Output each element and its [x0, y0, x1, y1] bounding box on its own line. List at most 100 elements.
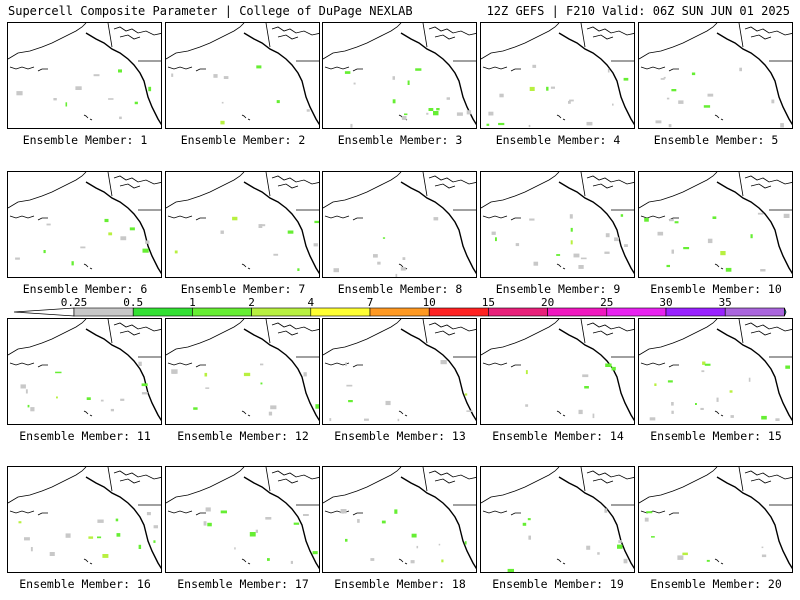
colorbar-segment	[547, 307, 608, 317]
scp-contour-fill	[407, 80, 410, 85]
scp-contour-fill	[46, 223, 51, 226]
ensemble-member-map	[638, 22, 793, 129]
coastline	[422, 23, 428, 48]
scp-contour-fill	[129, 227, 135, 231]
coastline	[37, 217, 48, 221]
scp-contour-fill	[18, 521, 22, 524]
coastline	[481, 467, 560, 504]
ensemble-member-map	[322, 171, 477, 278]
colorbar-tick-label: 25	[600, 296, 613, 309]
ensemble-member-label: Ensemble Member: 18	[334, 577, 466, 591]
scp-contour-fill	[287, 230, 294, 234]
map-svg	[481, 467, 634, 572]
scp-contour-fill	[757, 212, 764, 215]
coastline	[668, 68, 679, 72]
coastline	[9, 510, 35, 514]
coastline	[247, 267, 251, 270]
scp-contour-fill	[71, 261, 74, 266]
coastline	[107, 467, 113, 492]
coastline	[243, 32, 319, 126]
coastline	[324, 362, 350, 366]
scp-contour-fill	[193, 407, 198, 410]
colorbar-tick-label: 30	[659, 296, 672, 309]
scp-contour-fill	[750, 234, 753, 239]
scp-contour-fill	[243, 372, 251, 377]
scp-contour-fill	[440, 360, 447, 365]
scp-contour-fill	[623, 77, 629, 81]
coastline	[85, 476, 161, 570]
scp-contour-fill	[695, 403, 697, 405]
scp-contour-fill	[138, 361, 142, 366]
coastline	[9, 362, 35, 366]
scp-contour-fill	[381, 520, 386, 524]
map-svg	[481, 319, 634, 422]
scp-contour-fill	[607, 68, 610, 73]
scp-contour-fill	[528, 124, 531, 128]
scp-contour-fill	[392, 99, 396, 104]
scp-contour-fill	[529, 86, 535, 91]
scp-contour-fill	[415, 68, 422, 71]
scp-contour-fill	[102, 554, 109, 558]
scp-contour-fill	[315, 404, 319, 409]
scp-contour-fill	[404, 113, 408, 116]
scp-contour-fill	[364, 418, 369, 421]
scp-contour-fill	[569, 99, 574, 102]
coastline	[716, 32, 792, 126]
coastline	[586, 26, 634, 36]
scp-contour-fill	[498, 122, 505, 126]
scp-contour-fill	[785, 365, 790, 369]
coastline	[277, 183, 299, 189]
scp-contour-fill	[433, 217, 439, 221]
scp-contour-fill	[436, 108, 440, 111]
coastline	[510, 512, 521, 516]
map-svg	[8, 23, 161, 126]
ensemble-member-label: Ensemble Member: 12	[177, 429, 309, 443]
coastline	[167, 66, 193, 70]
scp-contour-fill	[657, 231, 664, 236]
scp-contour-fill	[700, 407, 704, 410]
scp-contour-fill	[353, 82, 356, 85]
coastline	[83, 558, 89, 563]
coastline	[195, 68, 206, 72]
scp-contour-fill	[100, 399, 104, 402]
colorbar-segment	[310, 307, 371, 317]
coastline	[744, 322, 792, 332]
coastline	[265, 172, 271, 197]
coastline	[85, 328, 161, 422]
ensemble-member-map	[7, 22, 162, 129]
scp-contour-fill	[53, 98, 57, 101]
scp-contour-fill	[570, 227, 573, 232]
coastline	[89, 414, 93, 417]
colorbar-segment	[192, 307, 252, 317]
coastline	[277, 34, 299, 40]
scp-contour-fill	[256, 65, 262, 69]
scp-contour-fill	[171, 369, 178, 374]
coastline	[482, 510, 508, 514]
scp-contour-fill	[671, 249, 674, 254]
coastline	[482, 66, 508, 70]
coastline	[166, 319, 245, 356]
coastline	[8, 172, 87, 209]
coastline	[167, 362, 193, 366]
ensemble-member-label: Ensemble Member: 20	[650, 577, 782, 591]
coastline	[323, 319, 402, 356]
scp-contour-fill	[213, 74, 218, 78]
coastline	[716, 476, 792, 570]
scp-contour-fill	[499, 93, 504, 98]
scp-contour-fill	[748, 377, 751, 382]
coastline	[714, 558, 720, 563]
colorbar-high-end	[784, 307, 787, 317]
coastline	[558, 328, 634, 422]
scp-contour-fill	[464, 541, 467, 545]
colorbar-tick-label: 1	[189, 296, 196, 309]
scp-contour-fill	[65, 102, 68, 107]
ensemble-member-label: Ensemble Member: 5	[653, 133, 779, 147]
coastline	[738, 319, 744, 344]
ensemble-member-label: Ensemble Member: 13	[334, 429, 466, 443]
scp-contour-fill	[691, 72, 696, 76]
scp-contour-fill	[605, 363, 612, 367]
scp-contour-fill	[134, 101, 138, 105]
coastline	[640, 66, 666, 70]
scp-contour-fill	[592, 413, 595, 419]
scp-contour-fill	[707, 93, 714, 97]
